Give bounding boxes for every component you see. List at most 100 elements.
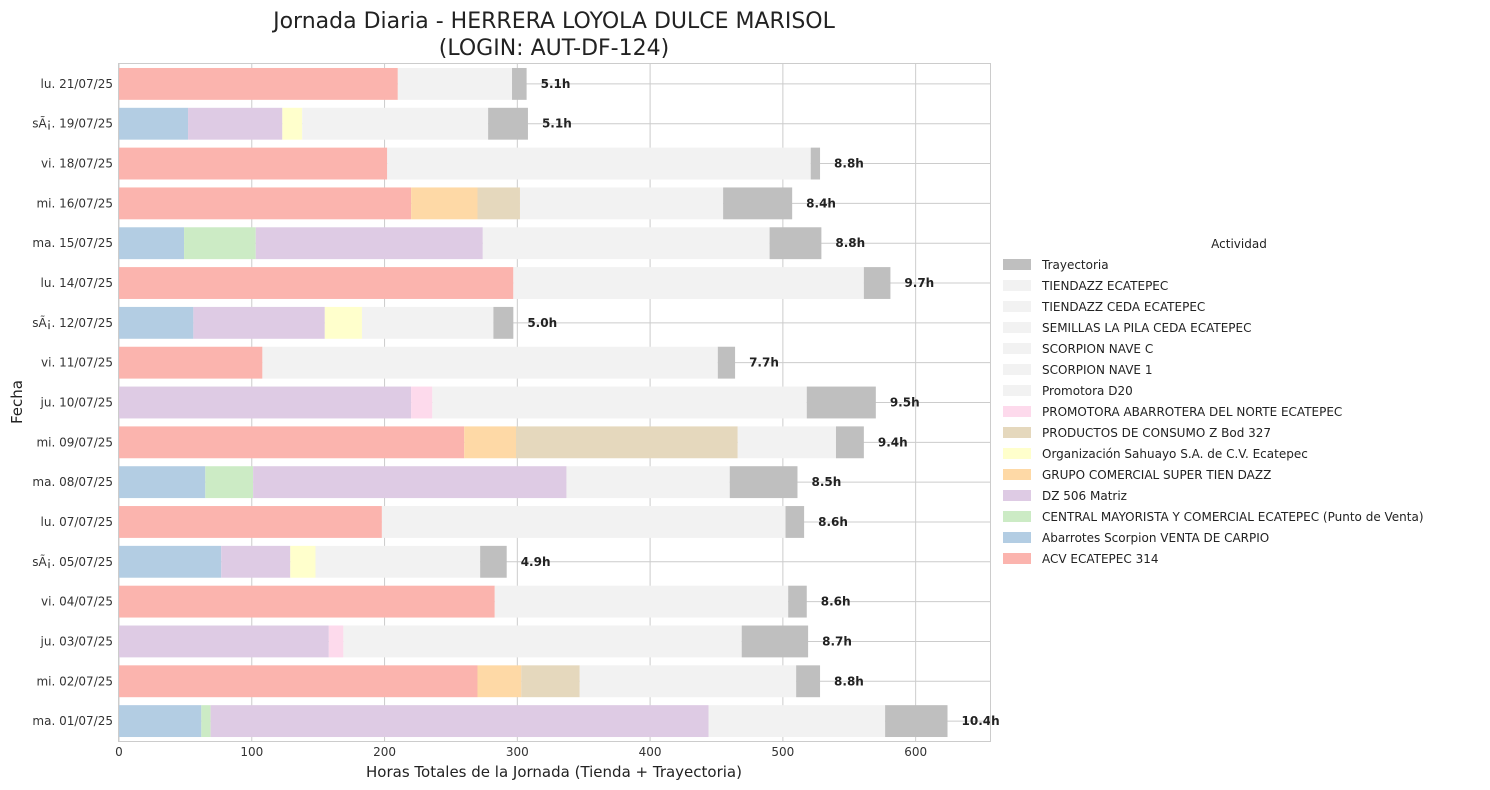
legend-label: DZ 506 Matriz: [1042, 489, 1127, 503]
bar-row: [119, 227, 822, 260]
bar-segment: [119, 585, 495, 618]
bar-series: [119, 67, 948, 738]
x-tick-label: 600: [904, 745, 927, 759]
legend-label: Organización Sahuayo S.A. de C.V. Ecatep…: [1042, 447, 1308, 461]
bar-segment: [119, 705, 202, 738]
total-label: 8.8h: [835, 236, 865, 250]
bar-row: [119, 67, 527, 100]
plot-frame: [118, 63, 991, 742]
bar-segment: [717, 346, 736, 379]
legend-label: Trayectoria: [1041, 258, 1109, 272]
legend-item: Organización Sahuayo S.A. de C.V. Ecatep…: [1003, 447, 1308, 461]
total-label: 4.9h: [521, 555, 551, 569]
bar-segment: [184, 227, 256, 260]
bar-segment: [343, 625, 742, 658]
bar-row: [119, 665, 821, 698]
bar-segment: [729, 466, 798, 499]
legend-label: PROMOTORA ABARROTERA DEL NORTE ECATEPEC: [1042, 405, 1342, 419]
bar-segment: [411, 187, 478, 220]
legend-items: Trayectoria TIENDAZZ ECATEPEC TIENDAZZ CED…: [1003, 258, 1424, 566]
bar-segment: [315, 545, 481, 578]
bar-segment: [464, 426, 516, 459]
x-tick-label: 400: [639, 745, 662, 759]
total-label: 9.4h: [878, 435, 908, 449]
x-tick-label: 300: [506, 745, 529, 759]
bar-segment: [119, 67, 398, 100]
bar-row: [119, 625, 809, 658]
bar-segment: [494, 585, 789, 618]
bar-segment: [432, 386, 807, 419]
bar-row: [119, 386, 876, 419]
legend-item: CENTRAL MAYORISTA Y COMERCIAL ECATEPEC (…: [1003, 510, 1424, 524]
bar-segment: [193, 306, 325, 339]
legend-swatch: [1003, 427, 1031, 438]
y-tick-label: vi. 11/07/25: [41, 356, 113, 370]
total-label: 5.1h: [542, 117, 572, 131]
bar-segment: [210, 705, 709, 738]
bar-row: [119, 267, 891, 299]
bar-row: [119, 705, 948, 738]
total-label: 8.7h: [822, 634, 852, 648]
y-axis-label: Fecha: [8, 380, 26, 424]
legend-label: TIENDAZZ ECATEPEC: [1041, 279, 1168, 293]
bar-segment: [885, 705, 948, 738]
bar-segment: [119, 147, 388, 180]
y-tick-label: lu. 21/07/25: [41, 77, 113, 91]
legend-label: Promotora D20: [1042, 384, 1133, 398]
legend: Actividad Trayectoria TIENDAZZ ECATEPEC TI…: [1003, 237, 1424, 566]
legend-item: Promotora D20: [1003, 384, 1133, 398]
legend-swatch: [1003, 301, 1031, 312]
total-label: 8.8h: [834, 674, 864, 688]
bar-segment: [488, 107, 528, 140]
bar-row: [119, 346, 736, 379]
bar-segment: [785, 506, 805, 538]
bar-row: [119, 426, 864, 459]
legend-item: ACV ECATEPEC 314: [1003, 552, 1158, 566]
bar-segment: [119, 386, 412, 419]
legend-swatch: [1003, 343, 1031, 354]
legend-item: PROMOTORA ABARROTERA DEL NORTE ECATEPEC: [1003, 405, 1342, 419]
total-label: 9.7h: [904, 276, 934, 290]
x-axis-label: Horas Totales de la Jornada (Tienda + Tr…: [366, 763, 742, 781]
bar-segment: [282, 107, 303, 140]
bar-segment: [512, 67, 527, 100]
bar-row: [119, 466, 798, 499]
x-tick-label: 100: [240, 745, 263, 759]
bar-segment: [253, 466, 567, 499]
bar-segment: [205, 466, 254, 499]
bar-segment: [566, 466, 730, 499]
bar-segment: [397, 67, 513, 100]
bar-segment: [290, 545, 316, 578]
legend-item: SCORPION NAVE 1: [1003, 363, 1152, 377]
legend-item: TIENDAZZ ECATEPEC: [1003, 279, 1168, 293]
bar-segment: [387, 147, 811, 180]
bar-row: [119, 107, 528, 140]
bar-segment: [255, 227, 483, 260]
y-tick-label: mi. 16/07/25: [36, 196, 113, 210]
total-label: 8.8h: [834, 157, 864, 171]
bar-segment: [328, 625, 344, 658]
legend-item: Abarrotes Scorpion VENTA DE CARPIO: [1003, 531, 1269, 545]
bar-segment: [119, 346, 263, 379]
y-tick-label: ju. 03/07/25: [40, 634, 113, 648]
legend-swatch: [1003, 469, 1031, 480]
total-label: 7.7h: [749, 356, 779, 370]
legend-swatch: [1003, 532, 1031, 543]
chart-title-line-2: (LOGIN: AUT-DF-124): [439, 36, 669, 61]
y-tick-label: vi. 04/07/25: [41, 595, 113, 609]
bar-segment: [579, 665, 797, 698]
y-tick-label: lu. 07/07/25: [41, 515, 113, 529]
bar-row: [119, 147, 821, 180]
bar-row: [119, 545, 507, 578]
bar-segment: [708, 705, 886, 738]
x-tick-label: 0: [115, 745, 123, 759]
y-tick-label: sÃ¡. 12/07/25: [32, 315, 113, 330]
legend-item: SEMILLAS LA PILA CEDA ECATEPEC: [1003, 321, 1251, 335]
x-tick-labels: 0 100 200 300 400 500 600: [115, 745, 927, 759]
total-label: 5.0h: [527, 316, 557, 330]
bar-row: [119, 306, 514, 339]
bar-segment: [119, 426, 465, 459]
bar-row: [119, 506, 805, 538]
bar-segment: [221, 545, 291, 578]
